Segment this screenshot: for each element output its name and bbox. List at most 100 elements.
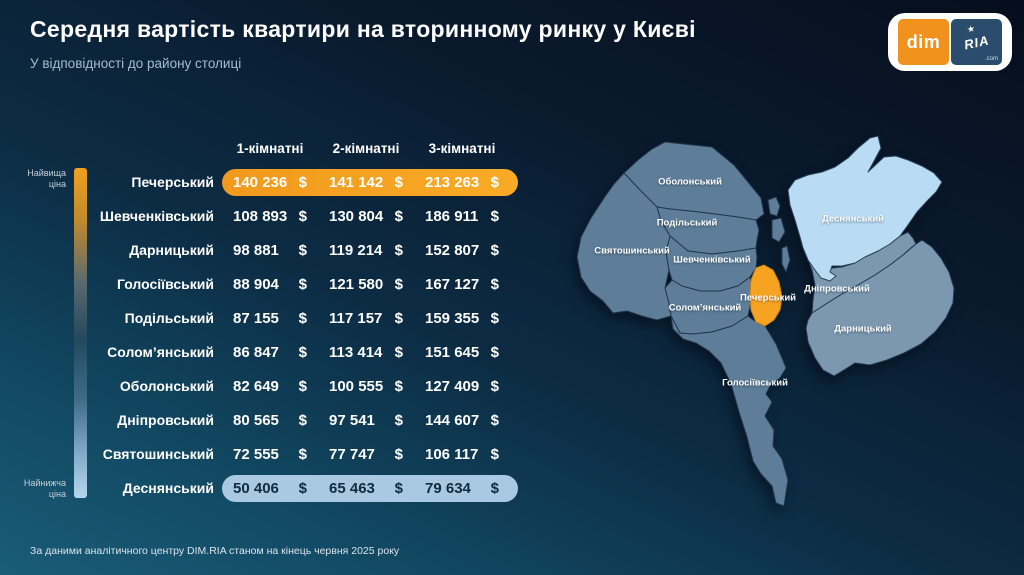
kyiv-map-svg bbox=[576, 135, 955, 507]
map-label-solomianskyi: Солом’янський bbox=[668, 302, 742, 314]
district-label: Деснянський bbox=[122, 480, 214, 496]
value: 119 214 bbox=[329, 241, 383, 259]
value: 108 893 bbox=[233, 207, 288, 225]
ria-logo-text: RIA bbox=[962, 32, 991, 52]
value: 80 565 bbox=[233, 411, 279, 429]
value: 72 555 bbox=[233, 445, 279, 463]
value-cell: 98 881 $ bbox=[233, 242, 307, 259]
table-row-pecherskyi: Печерський 140 236 $ 141 142 $ 213 263 $ bbox=[96, 165, 518, 199]
value-cell: 186 911 $ bbox=[425, 208, 499, 225]
currency-sign: $ bbox=[490, 241, 499, 259]
district-label: Солом’янський bbox=[107, 344, 214, 360]
value: 77 747 bbox=[329, 445, 375, 463]
value: 98 881 bbox=[233, 241, 279, 259]
currency-sign: $ bbox=[298, 445, 307, 463]
map-label-obolonskyi: Оболонський bbox=[658, 176, 722, 188]
currency-sign: $ bbox=[298, 309, 307, 327]
currency-sign: $ bbox=[298, 343, 307, 361]
district-desnianskyi-shape bbox=[787, 135, 943, 282]
currency-sign: $ bbox=[298, 377, 307, 395]
page-subtitle: У відповідності до району столиці bbox=[30, 56, 242, 71]
currency-sign: $ bbox=[298, 207, 307, 225]
value: 213 263 bbox=[425, 173, 480, 191]
district-pecherskyi-shape bbox=[749, 264, 783, 327]
value-cell: 80 565 $ bbox=[233, 412, 307, 429]
value-cell: 167 127 $ bbox=[425, 276, 499, 293]
value: 79 634 bbox=[425, 479, 471, 497]
row-values: 72 555 $ 77 747 $ 106 117 $ bbox=[222, 441, 518, 468]
row-values: 82 649 $ 100 555 $ 127 409 $ bbox=[222, 373, 518, 400]
value: 152 807 bbox=[425, 241, 480, 259]
district-darnytskyi-shape bbox=[805, 239, 955, 377]
value-cell: 121 580 $ bbox=[329, 276, 403, 293]
value-cell: 77 747 $ bbox=[329, 446, 403, 463]
value: 127 409 bbox=[425, 377, 480, 395]
value: 140 236 bbox=[233, 173, 288, 191]
table-row-solomianskyi: Солом’янський 86 847 $ 113 414 $ 151 645 $ bbox=[96, 335, 518, 369]
value-cell: 151 645 $ bbox=[425, 344, 499, 361]
kyiv-map: Оболонський Подільський Святошинський Ше… bbox=[560, 120, 1024, 540]
value-cell: 50 406 $ bbox=[233, 480, 307, 497]
value: 117 157 bbox=[329, 309, 383, 327]
currency-sign: $ bbox=[490, 411, 499, 429]
value-cell: 144 607 $ bbox=[425, 412, 499, 429]
table-header-row: 1-кімнатні 2-кімнатні 3-кімнатні bbox=[96, 134, 518, 162]
value-cell: 213 263 $ bbox=[425, 174, 499, 191]
currency-sign: $ bbox=[490, 479, 499, 497]
value: 97 541 bbox=[329, 411, 375, 429]
value-cell: 113 414 $ bbox=[329, 344, 403, 361]
scale-high-label: Найвища ціна bbox=[27, 168, 66, 190]
district-label: Голосіївський bbox=[116, 276, 214, 292]
column-headers: 1-кімнатні 2-кімнатні 3-кімнатні bbox=[222, 134, 518, 162]
currency-sign: $ bbox=[490, 275, 499, 293]
currency-sign: $ bbox=[298, 241, 307, 259]
currency-sign: $ bbox=[394, 241, 403, 259]
column-header-1: 1-кімнатні bbox=[236, 140, 304, 156]
district-label: Дніпровський bbox=[117, 412, 214, 428]
price-table: 1-кімнатні 2-кімнатні 3-кімнатні Печерсь… bbox=[96, 134, 518, 505]
value: 82 649 bbox=[233, 377, 279, 395]
currency-sign: $ bbox=[490, 173, 499, 191]
currency-sign: $ bbox=[394, 309, 403, 327]
map-label-desnianskyi: Деснянський bbox=[822, 213, 884, 225]
value: 106 117 bbox=[425, 445, 479, 463]
currency-sign: $ bbox=[394, 207, 403, 225]
row-values-highlight-lowest: 50 406 $ 65 463 $ 79 634 $ bbox=[222, 474, 518, 502]
currency-sign: $ bbox=[298, 411, 307, 429]
value: 144 607 bbox=[425, 411, 480, 429]
value: 100 555 bbox=[329, 377, 384, 395]
currency-sign: $ bbox=[490, 207, 499, 225]
row-values: 98 881 $ 119 214 $ 152 807 $ bbox=[222, 237, 518, 264]
currency-sign: $ bbox=[490, 445, 499, 463]
currency-sign: $ bbox=[394, 343, 403, 361]
column-header-3: 3-кімнатні bbox=[428, 140, 496, 156]
value: 141 142 bbox=[329, 173, 384, 191]
table-row-podilskyi: Подільський 87 155 $ 117 157 $ 159 355 $ bbox=[96, 301, 518, 335]
value: 113 414 bbox=[329, 343, 383, 361]
value-cell: 72 555 $ bbox=[233, 446, 307, 463]
dimria-logo: dim ★ RIA .com bbox=[888, 13, 1012, 71]
map-label-shevchenkivskyi: Шевченківський bbox=[673, 254, 751, 266]
ria-logo-box: ★ RIA .com bbox=[951, 19, 1002, 65]
value: 151 645 bbox=[425, 343, 480, 361]
value-cell: 140 236 $ bbox=[233, 174, 307, 191]
value: 87 155 bbox=[233, 309, 279, 327]
page-title: Середня вартість квартири на вторинному … bbox=[30, 16, 696, 42]
value-cell: 152 807 $ bbox=[425, 242, 499, 259]
column-header-2: 2-кімнатні bbox=[332, 140, 400, 156]
value-cell: 119 214 $ bbox=[329, 242, 403, 259]
table-row-dniprovskyi: Дніпровський 80 565 $ 97 541 $ 144 607 $ bbox=[96, 403, 518, 437]
map-label-sviatoshynskyi: Святошинський bbox=[594, 245, 670, 257]
value-cell: 79 634 $ bbox=[425, 480, 499, 497]
district-label: Оболонський bbox=[119, 378, 214, 394]
scale-low-label: Найнижча ціна bbox=[23, 478, 66, 500]
data-source-note: За даними аналітичного центру DIM.RIA ст… bbox=[30, 545, 400, 557]
map-label-podilskyi: Подільський bbox=[656, 217, 718, 229]
ria-com-text: .com bbox=[984, 56, 998, 62]
dnipro-island-shape bbox=[767, 196, 781, 217]
value: 167 127 bbox=[425, 275, 480, 293]
district-label: Святошинський bbox=[102, 446, 214, 462]
value-cell: 130 804 $ bbox=[329, 208, 403, 225]
district-label: Дарницький bbox=[129, 242, 214, 258]
currency-sign: $ bbox=[490, 343, 499, 361]
